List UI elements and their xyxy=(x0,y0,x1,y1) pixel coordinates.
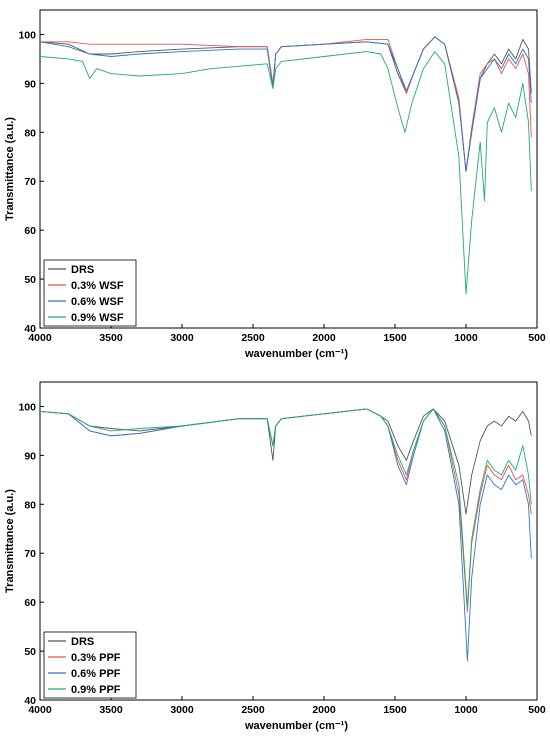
x-tick-label: 3000 xyxy=(170,704,194,716)
x-tick-label: 3500 xyxy=(99,332,123,344)
series-line-0-6-wsf xyxy=(40,36,532,172)
legend-label: 0.6% PPF xyxy=(71,668,121,680)
legend-label: DRS xyxy=(71,264,94,276)
series-line-0-9-wsf xyxy=(40,51,532,295)
y-tick-label: 40 xyxy=(24,323,36,335)
x-tick-label: 1500 xyxy=(383,704,407,716)
chart-wsf: 4000 3500 3000 2500 2000 1500 1000 500 40 50 60 70 8… xyxy=(4,9,546,360)
y-tick-label: 60 xyxy=(24,225,36,237)
x-tick-label: 1000 xyxy=(454,332,478,344)
x-tick-label: 3000 xyxy=(170,332,194,344)
y-axis-label: Transmittance (a.u.) xyxy=(4,489,16,593)
x-axis-label: wavenumber (cm⁻¹) xyxy=(244,348,348,360)
x-axis-label: wavenumber (cm⁻¹) xyxy=(244,720,348,732)
x-tick-label: 500 xyxy=(528,332,546,344)
y-tick-label: 60 xyxy=(24,597,36,609)
y-tick-label: 70 xyxy=(24,548,36,560)
x-tick-label: 4000 xyxy=(28,332,52,344)
legend-label: 0.3% PPF xyxy=(71,652,121,664)
series-line-0-3-wsf xyxy=(40,36,532,172)
plot-frame xyxy=(39,9,538,329)
x-tick-label: 2500 xyxy=(241,704,265,716)
chart-ppf: 4000 3500 3000 2500 2000 1500 1000 500 40 50 60 70 8… xyxy=(4,381,546,732)
legend-label: DRS xyxy=(71,636,94,648)
x-tick-label: 2000 xyxy=(312,332,336,344)
x-tick-label: 4000 xyxy=(28,704,52,716)
y-axis-label: Transmittance (a.u.) xyxy=(4,117,16,221)
legend-label: 0.9% PPF xyxy=(71,684,121,696)
y-tick-label: 50 xyxy=(24,646,36,658)
plot-frame xyxy=(39,381,538,701)
y-tick-label: 40 xyxy=(24,695,36,707)
x-tick-label: 1000 xyxy=(454,704,478,716)
legend-box xyxy=(43,631,137,699)
y-tick-label: 100 xyxy=(18,401,36,413)
series-line-0-6-ppf xyxy=(40,408,532,662)
legend-label: 0.6% WSF xyxy=(71,296,124,308)
legend-label: 0.3% WSF xyxy=(71,280,124,292)
y-tick-label: 90 xyxy=(24,78,36,90)
y-tick-label: 80 xyxy=(24,499,36,511)
legend-label: 0.9% WSF xyxy=(71,312,124,324)
series-line-0-3-ppf xyxy=(40,408,532,613)
legend-box xyxy=(43,259,137,327)
y-tick-label: 90 xyxy=(24,450,36,462)
x-tick-label: 1500 xyxy=(383,332,407,344)
x-tick-label: 3500 xyxy=(99,704,123,716)
x-tick-label: 2500 xyxy=(241,332,265,344)
y-tick-label: 100 xyxy=(18,29,36,41)
x-tick-label: 500 xyxy=(528,704,546,716)
x-tick-label: 2000 xyxy=(312,704,336,716)
series-line-0-9-ppf xyxy=(40,408,532,608)
y-tick-label: 50 xyxy=(24,274,36,286)
y-tick-label: 70 xyxy=(24,176,36,188)
y-tick-label: 80 xyxy=(24,127,36,139)
